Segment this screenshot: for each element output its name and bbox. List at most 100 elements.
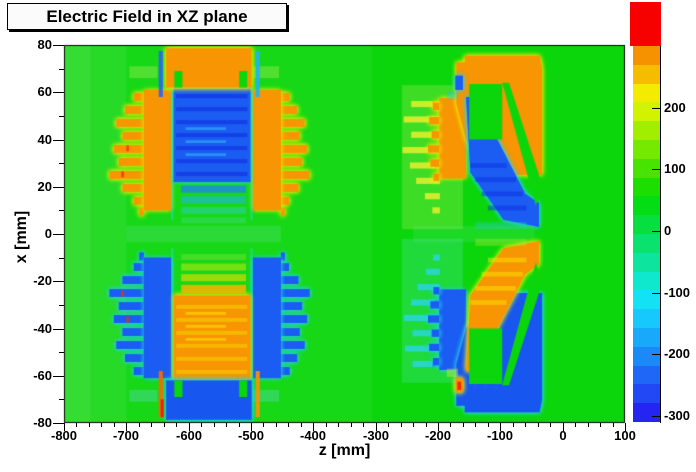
y-minor-tick: [59, 258, 64, 259]
x-major-tick: [251, 423, 252, 431]
x-tick-label: -200: [424, 428, 452, 443]
x-major-tick: [500, 423, 501, 431]
y-major-tick: [53, 234, 64, 235]
palette-tick-label: 100: [664, 161, 686, 176]
x-major-tick: [189, 423, 190, 431]
palette-color-band: [633, 290, 660, 310]
x-minor-tick: [288, 423, 289, 427]
y-major-tick: [53, 329, 64, 330]
palette-tick: [652, 293, 660, 294]
palette-tick: [652, 416, 660, 417]
palette-tick-label: -100: [664, 285, 691, 300]
palette-color-band: [633, 346, 660, 366]
x-minor-tick: [201, 423, 202, 427]
palette-tick: [652, 108, 660, 109]
y-tick-label: -80: [33, 415, 52, 430]
y-major-tick: [53, 281, 64, 282]
palette-color-band: [633, 309, 660, 328]
x-minor-tick: [475, 423, 476, 427]
x-tick-label: -700: [112, 428, 140, 443]
x-minor-tick: [239, 423, 240, 427]
x-minor-tick: [525, 423, 526, 427]
x-minor-tick: [276, 423, 277, 427]
x-minor-tick: [550, 423, 551, 427]
x-minor-tick: [301, 423, 302, 427]
y-major-tick: [53, 423, 64, 424]
x-minor-tick: [338, 423, 339, 427]
x-minor-tick: [263, 423, 264, 427]
y-minor-tick: [59, 69, 64, 70]
y-tick-label: 40: [37, 132, 52, 147]
y-major-tick: [53, 140, 64, 141]
y-tick-label: 80: [37, 37, 52, 52]
x-tick-label: -300: [362, 428, 390, 443]
x-minor-tick: [413, 423, 414, 427]
palette-color-band: [633, 384, 660, 404]
palette-color-band: [633, 158, 660, 178]
x-minor-tick: [513, 423, 514, 427]
x-minor-tick: [426, 423, 427, 427]
x-minor-tick: [463, 423, 464, 427]
x-minor-tick: [114, 423, 115, 427]
y-major-tick: [53, 92, 64, 93]
palette-color-band: [633, 365, 660, 385]
palette-color-band: [633, 102, 660, 122]
palette-tick-label: 200: [664, 100, 686, 115]
x-minor-tick: [613, 423, 614, 427]
palette-axis-line: [660, 46, 661, 423]
y-major-tick: [53, 187, 64, 188]
palette-color-band: [633, 327, 660, 347]
y-major-tick: [53, 376, 64, 377]
x-tick-label: 0: [559, 428, 567, 443]
y-major-tick: [53, 45, 64, 46]
palette-color-band: [633, 139, 660, 159]
page-title: Electric Field in XZ plane: [46, 7, 248, 26]
palette-tick-label: 0: [664, 223, 672, 238]
x-minor-tick: [401, 423, 402, 427]
palette-color-band: [633, 233, 660, 253]
x-major-tick: [313, 423, 314, 431]
y-minor-tick: [59, 352, 64, 353]
palette-color-band: [633, 177, 660, 197]
y-tick-label: 0: [44, 226, 52, 241]
x-major-tick: [64, 423, 65, 431]
palette-tick-label: -300: [664, 408, 691, 423]
x-tick-label: -400: [299, 428, 327, 443]
x-minor-tick: [600, 423, 601, 427]
x-major-tick: [126, 423, 127, 431]
palette-color-band: [633, 252, 660, 272]
x-minor-tick: [538, 423, 539, 427]
color-palette-bar[interactable]: [633, 46, 660, 422]
x-minor-tick: [214, 423, 215, 427]
y-minor-tick: [59, 210, 64, 211]
y-tick-label: -20: [33, 273, 52, 288]
y-minor-tick: [59, 305, 64, 306]
x-tick-label: 100: [614, 428, 636, 443]
palette-tick: [652, 169, 660, 170]
x-minor-tick: [139, 423, 140, 427]
x-major-tick: [563, 423, 564, 431]
y-minor-tick: [59, 116, 64, 117]
x-minor-tick: [588, 423, 589, 427]
x-minor-tick: [176, 423, 177, 427]
y-minor-tick: [59, 163, 64, 164]
title-box: Electric Field in XZ plane: [7, 3, 287, 30]
palette-color-band: [633, 403, 660, 422]
y-tick-label: -40: [33, 321, 52, 336]
palette-color-band: [633, 121, 660, 140]
palette-color-band: [633, 64, 660, 84]
x-tick-label: -600: [175, 428, 203, 443]
x-minor-tick: [488, 423, 489, 427]
palette-color-band: [633, 83, 660, 103]
palette-tick: [652, 231, 660, 232]
palette-overflow-block: [630, 2, 661, 46]
x-minor-tick: [363, 423, 364, 427]
x-major-tick: [625, 423, 626, 431]
y-axis-title: x [mm]: [13, 210, 30, 264]
palette-tick: [652, 354, 660, 355]
x-tick-label: -100: [486, 428, 514, 443]
x-axis-title: z [mm]: [318, 442, 371, 459]
x-minor-tick: [388, 423, 389, 427]
